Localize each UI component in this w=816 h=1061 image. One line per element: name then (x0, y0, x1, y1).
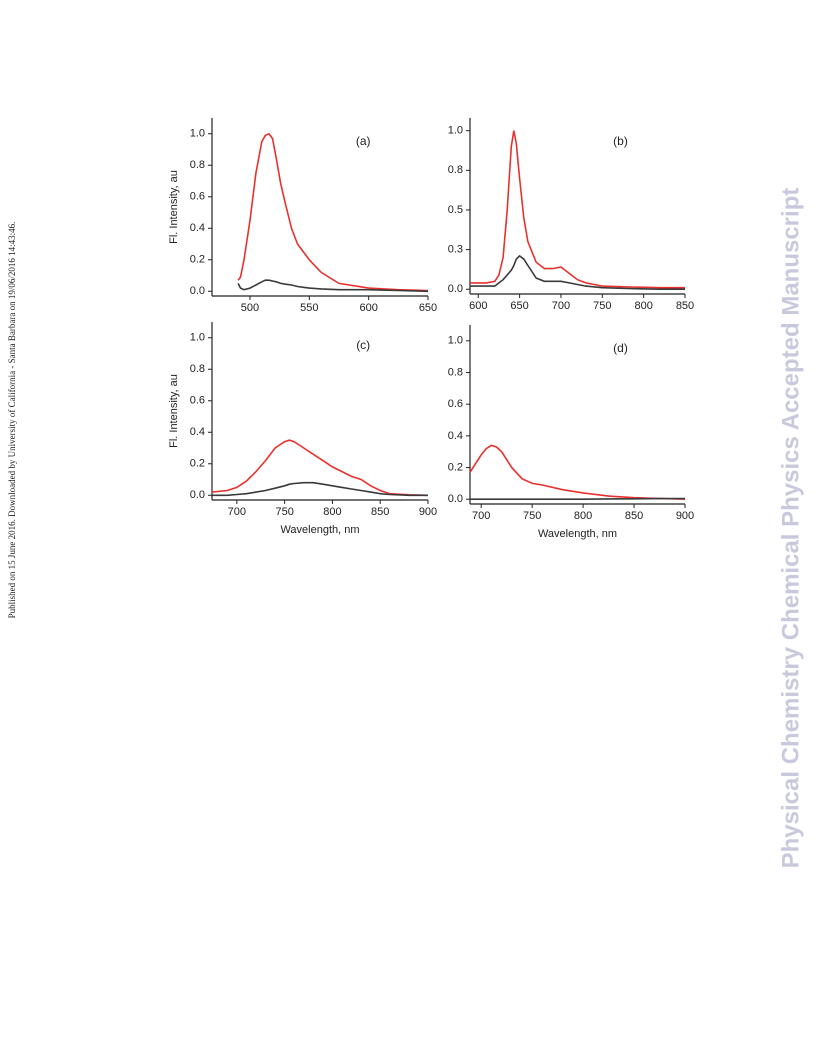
y-tick-label: 0.2 (448, 461, 463, 473)
y-tick-label: 0.0 (190, 489, 205, 501)
spectrum-line (470, 254, 685, 290)
y-tick-label: 0.3 (448, 244, 463, 256)
panel-label: (b) (613, 134, 628, 148)
y-tick-label: 0.2 (190, 458, 205, 470)
panel-label: (a) (356, 134, 371, 148)
spectrum-line (470, 497, 686, 500)
x-tick-label: 750 (523, 510, 541, 522)
y-tick-label: 0.5 (448, 204, 463, 216)
y-tick-label: 0.8 (190, 363, 205, 375)
y-axis-label: Fl. Intensity, au (168, 374, 180, 448)
y-tick-label: 0.6 (190, 191, 205, 203)
y-axis-label: Fl. Intensity, au (168, 170, 180, 244)
x-tick-label: 650 (510, 300, 528, 312)
x-tick-label: 600 (359, 302, 377, 314)
y-tick-label: 0.8 (448, 366, 463, 378)
x-tick-label: 800 (323, 506, 341, 518)
spectrum-line (469, 444, 686, 500)
x-tick-label: 900 (419, 506, 437, 518)
y-tick-label: 0.0 (448, 283, 463, 295)
spectrum-line (212, 481, 428, 497)
y-tick-label: 1.0 (448, 335, 463, 347)
x-tick-label: 850 (676, 300, 694, 312)
x-tick-label: 800 (634, 300, 652, 312)
x-axis-label: Wavelength, nm (280, 524, 359, 536)
y-tick-label: 1.0 (190, 332, 205, 344)
panel-label: (c) (356, 338, 370, 352)
spectrum-line (211, 439, 429, 497)
y-tick-label: 1.0 (190, 128, 205, 140)
x-tick-label: 600 (469, 300, 487, 312)
x-tick-label: 850 (625, 510, 643, 522)
x-tick-label: 650 (419, 302, 437, 314)
side-note: Published on 15 June 2016. Downloaded by… (7, 222, 17, 619)
watermark: Physical Chemistry Chemical Physics Acce… (777, 188, 804, 869)
x-tick-label: 850 (371, 506, 389, 518)
x-tick-label: 750 (275, 506, 293, 518)
spectrum-line (237, 132, 429, 292)
x-tick-label: 800 (574, 510, 592, 522)
x-tick-label: 700 (552, 300, 570, 312)
x-tick-label: 900 (676, 510, 694, 522)
x-tick-label: 550 (300, 302, 318, 314)
x-tick-label: 750 (593, 300, 611, 312)
x-tick-label: 700 (472, 510, 490, 522)
y-tick-label: 1.0 (448, 125, 463, 137)
y-tick-label: 0.6 (448, 398, 463, 410)
y-tick-label: 0.2 (190, 254, 205, 266)
y-tick-label: 0.6 (190, 395, 205, 407)
y-tick-label: 0.0 (190, 285, 205, 297)
y-tick-label: 0.0 (448, 493, 463, 505)
x-tick-label: 500 (241, 302, 259, 314)
x-axis-label: Wavelength, nm (538, 528, 617, 540)
x-tick-label: 700 (228, 506, 246, 518)
spectrum-line (470, 130, 685, 289)
y-tick-label: 0.4 (190, 426, 205, 438)
y-tick-label: 0.8 (190, 159, 205, 171)
panel-label: (d) (613, 341, 628, 355)
y-tick-label: 0.4 (190, 222, 205, 234)
spectrum-line (237, 279, 429, 293)
y-tick-label: 0.4 (448, 430, 463, 442)
y-tick-label: 0.8 (448, 164, 463, 176)
